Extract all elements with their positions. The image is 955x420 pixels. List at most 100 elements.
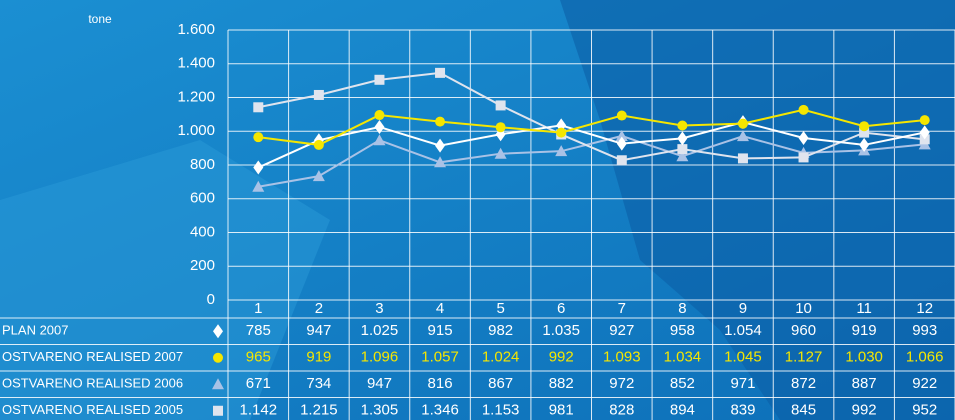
value-label: 1.030 bbox=[845, 349, 883, 366]
value-label: 839 bbox=[730, 402, 755, 419]
legend-label: OSTVARENO REALISED 2005 bbox=[2, 402, 183, 417]
value-label: 1.066 bbox=[906, 349, 944, 366]
value-label: 1.142 bbox=[240, 402, 278, 419]
x-tick-label: 2 bbox=[315, 300, 323, 317]
value-label: 1.305 bbox=[361, 402, 399, 419]
x-tick-label: 6 bbox=[557, 300, 565, 317]
point bbox=[919, 125, 930, 140]
value-label: 872 bbox=[791, 375, 816, 392]
point bbox=[676, 150, 689, 162]
value-label: 952 bbox=[912, 402, 937, 419]
y-tick-label: 200 bbox=[190, 257, 215, 274]
x-tick-label: 12 bbox=[916, 300, 933, 317]
x-tick-label: 9 bbox=[739, 300, 747, 317]
point bbox=[495, 122, 506, 133]
value-label: 1.035 bbox=[542, 322, 580, 339]
value-label: 981 bbox=[549, 402, 574, 419]
value-label: 982 bbox=[488, 322, 513, 339]
point bbox=[253, 102, 264, 113]
value-label: 1.034 bbox=[664, 349, 702, 366]
value-label: 1.127 bbox=[785, 349, 823, 366]
value-label: 1.054 bbox=[724, 322, 762, 339]
value-label: 947 bbox=[306, 322, 331, 339]
point bbox=[313, 89, 324, 100]
value-label: 867 bbox=[488, 375, 513, 392]
point bbox=[737, 118, 748, 129]
legend-label: OSTVARENO REALISED 2006 bbox=[2, 376, 183, 391]
x-tick-label: 5 bbox=[496, 300, 504, 317]
point bbox=[859, 121, 870, 132]
value-label: 816 bbox=[428, 375, 453, 392]
series-line bbox=[258, 71, 925, 162]
point bbox=[435, 138, 446, 153]
point bbox=[798, 152, 809, 163]
value-label: 915 bbox=[428, 322, 453, 339]
y-tick-label: 1.000 bbox=[177, 122, 215, 139]
point bbox=[434, 156, 447, 168]
value-label: 894 bbox=[670, 402, 695, 419]
value-label: 1.045 bbox=[724, 349, 762, 366]
point bbox=[736, 130, 749, 142]
value-label: 992 bbox=[549, 349, 574, 366]
point bbox=[859, 127, 870, 138]
y-tick-label: 0 bbox=[207, 291, 215, 308]
y-tick-label: 800 bbox=[190, 156, 215, 173]
point bbox=[253, 160, 264, 175]
point bbox=[677, 131, 688, 146]
value-label: 1.093 bbox=[603, 349, 641, 366]
background-shape bbox=[560, 0, 955, 420]
value-label: 1.057 bbox=[421, 349, 459, 366]
point bbox=[616, 155, 627, 166]
point bbox=[374, 120, 385, 135]
point bbox=[253, 132, 264, 143]
value-label: 882 bbox=[549, 375, 574, 392]
value-label: 828 bbox=[609, 402, 634, 419]
x-tick-label: 4 bbox=[436, 300, 444, 317]
point bbox=[212, 378, 224, 390]
value-label: 734 bbox=[306, 375, 331, 392]
y-tick-label: 1.200 bbox=[177, 88, 215, 105]
x-tick-label: 11 bbox=[856, 300, 872, 317]
value-label: 1.215 bbox=[300, 402, 338, 419]
point bbox=[495, 100, 506, 111]
x-tick-label: 10 bbox=[795, 300, 812, 317]
x-tick-label: 7 bbox=[618, 300, 626, 317]
legend-label: OSTVARENO REALISED 2007 bbox=[2, 349, 183, 364]
point bbox=[677, 144, 688, 155]
value-label: 852 bbox=[670, 375, 695, 392]
value-label: 960 bbox=[791, 322, 816, 339]
series-line bbox=[258, 108, 925, 146]
y-tick-label: 1.400 bbox=[177, 55, 215, 72]
value-label: 671 bbox=[246, 375, 271, 392]
y-axis-label: tone bbox=[88, 12, 112, 26]
point bbox=[494, 147, 507, 159]
value-label: 1.096 bbox=[361, 349, 399, 366]
x-tick-label: 3 bbox=[375, 300, 383, 317]
point bbox=[435, 116, 446, 127]
value-label: 992 bbox=[852, 402, 877, 419]
value-label: 785 bbox=[246, 322, 271, 339]
value-label: 919 bbox=[852, 322, 877, 339]
value-label: 1.025 bbox=[361, 322, 399, 339]
point bbox=[556, 127, 567, 138]
point bbox=[213, 352, 223, 363]
value-label: 922 bbox=[912, 375, 937, 392]
value-label: 887 bbox=[852, 375, 877, 392]
value-label: 972 bbox=[609, 375, 634, 392]
point bbox=[677, 120, 688, 131]
point bbox=[435, 67, 446, 78]
x-tick-label: 8 bbox=[678, 300, 686, 317]
point bbox=[798, 104, 809, 115]
legend-label: PLAN 2007 bbox=[2, 323, 69, 338]
point bbox=[312, 170, 325, 182]
value-label: 1.346 bbox=[421, 402, 459, 419]
background-shape bbox=[0, 140, 330, 420]
value-label: 958 bbox=[670, 322, 695, 339]
point bbox=[919, 115, 930, 126]
value-label: 919 bbox=[306, 349, 331, 366]
value-label: 1.024 bbox=[482, 349, 520, 366]
point bbox=[737, 153, 748, 164]
y-tick-label: 400 bbox=[190, 223, 215, 240]
point bbox=[213, 324, 223, 339]
point bbox=[555, 145, 568, 157]
